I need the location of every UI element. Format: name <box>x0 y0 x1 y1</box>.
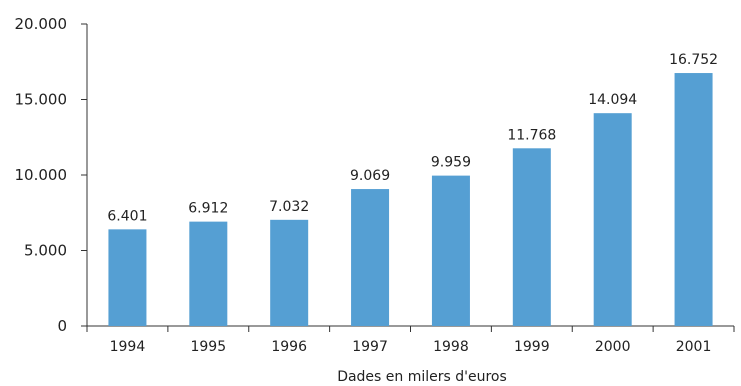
bar <box>431 175 470 326</box>
y-tick-label: 5.000 <box>24 242 67 260</box>
x-tick-label: 1998 <box>433 339 469 355</box>
data-label: 16.752 <box>669 52 718 68</box>
data-label: 6.401 <box>107 208 147 224</box>
bar <box>351 189 390 326</box>
x-tick-label: 2000 <box>595 339 631 355</box>
x-tick-label: 1994 <box>110 339 146 355</box>
x-tick-label: 1995 <box>190 339 226 355</box>
data-label: 11.768 <box>507 127 556 143</box>
bar <box>593 113 632 326</box>
bar <box>512 148 551 326</box>
bar <box>108 229 147 326</box>
data-label: 7.032 <box>269 199 309 215</box>
x-tick-label: 2001 <box>676 339 712 355</box>
x-axis: 1994 1995 1996 1997 1998 1999 2000 2001 <box>86 325 735 355</box>
y-tick-label: 0 <box>57 317 67 335</box>
y-tick-label: 10.000 <box>15 166 68 184</box>
bar <box>189 221 228 326</box>
bar <box>270 219 309 326</box>
data-labels: 6.401 6.912 7.032 9.069 9.959 11.768 14.094 16.… <box>107 52 718 224</box>
bars <box>108 73 713 326</box>
data-label: 14.094 <box>588 92 637 108</box>
data-label: 6.912 <box>188 201 228 217</box>
data-label: 9.959 <box>431 155 471 171</box>
data-label: 9.069 <box>350 168 390 184</box>
y-tick-label: 20.000 <box>15 15 68 33</box>
bar <box>674 73 713 326</box>
x-tick-label: 1997 <box>352 339 388 355</box>
x-tick-label: 1999 <box>514 339 550 355</box>
y-tick-label: 15.000 <box>15 91 68 109</box>
y-axis: 0 5.000 10.000 15.000 20.000 <box>15 15 88 335</box>
x-tick-label: 1996 <box>271 339 307 355</box>
x-axis-title: Dades en milers d'euros <box>337 369 507 385</box>
